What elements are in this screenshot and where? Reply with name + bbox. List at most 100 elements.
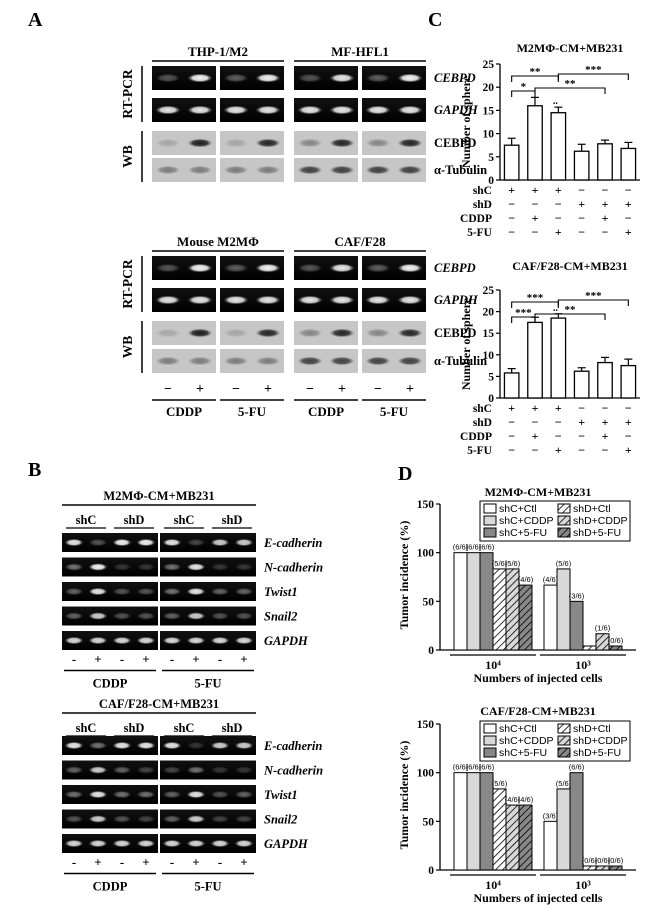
b-bottom-sign: + bbox=[142, 855, 149, 870]
a-bottom-blot-strip-band bbox=[297, 263, 323, 273]
a-top-blot-strip-band bbox=[397, 138, 423, 148]
b-bottom-gel-band bbox=[162, 766, 182, 774]
d2-legend-swatch bbox=[557, 747, 571, 758]
panel-letter-a: A bbox=[28, 9, 43, 31]
a-top-blot-strip-band bbox=[155, 138, 181, 148]
a-bottom-gene-label: CEBPD bbox=[434, 261, 476, 275]
a-bottom-blot-strip-band bbox=[397, 356, 423, 366]
b-top-gel-band bbox=[136, 563, 156, 571]
c1-sig-bracket-4-label: *** bbox=[585, 64, 602, 76]
c2-bar bbox=[573, 370, 590, 399]
a-bottom-blot-strip-band bbox=[397, 295, 423, 305]
b-bottom-gel-strip bbox=[62, 760, 158, 780]
b-bottom-gel-band bbox=[210, 790, 230, 799]
a-top-blot-strip-band bbox=[223, 165, 249, 175]
b-bottom-gel-band bbox=[112, 766, 132, 774]
c1-sig-bracket-2-label: * bbox=[521, 81, 527, 93]
d2-bar bbox=[543, 820, 558, 871]
b-bottom-gel-band bbox=[112, 839, 132, 848]
b-bottom-gel-band bbox=[88, 741, 108, 750]
a-top-blot-strip-band bbox=[365, 138, 391, 148]
a-top-blot-strip-band bbox=[397, 73, 423, 83]
b-top-gel-band bbox=[234, 587, 254, 596]
c1-row-sign: + bbox=[555, 183, 562, 197]
b-bottom-gel-band bbox=[64, 790, 84, 799]
b-bottom-gel-band bbox=[186, 766, 206, 774]
d1-bar bbox=[492, 568, 507, 651]
b-bottom-sh-label: shD bbox=[222, 721, 243, 735]
b-top-gel-band bbox=[112, 563, 132, 571]
b-top-sh-label: shD bbox=[124, 513, 145, 527]
d1-bar-label: (5/6) bbox=[505, 559, 521, 568]
a-top-blot-strip-band bbox=[255, 165, 281, 175]
b-top-gel-band bbox=[88, 587, 108, 596]
b-top-gel-strip bbox=[62, 533, 158, 552]
b-top-gel-band bbox=[88, 563, 108, 571]
d2-bar-label: (0/6) bbox=[582, 856, 598, 865]
b-bottom-gel-band bbox=[88, 790, 108, 799]
a-bottom-blot-strip-band bbox=[223, 328, 249, 338]
c1-row-sign: − bbox=[532, 197, 539, 211]
c1-row-sign: − bbox=[578, 211, 585, 225]
c2-row-sign: + bbox=[532, 401, 539, 415]
c2-row-label: CDDP bbox=[460, 431, 492, 443]
c2-row-label: 5-FU bbox=[467, 445, 493, 457]
d1-bar-label: (0/6) bbox=[608, 636, 624, 645]
d2-y-tick-label: 50 bbox=[423, 816, 435, 828]
b-bottom-gel-band bbox=[88, 815, 108, 823]
d1-legend-label: shD+5-FU bbox=[573, 527, 621, 539]
d1-bar bbox=[582, 645, 597, 651]
c2-y-tick-label: 10 bbox=[483, 350, 495, 362]
d2-y-tick-label: 150 bbox=[417, 719, 435, 731]
c1-sig-bracket-5-label: ** bbox=[565, 78, 577, 90]
b-bottom-gel-band bbox=[64, 741, 84, 750]
b-bottom-gel-band bbox=[136, 790, 156, 799]
a-top-blot-strip-band bbox=[255, 73, 281, 83]
c1-row-sign: − bbox=[602, 225, 609, 239]
a-bottom-method-label: RT-PCR bbox=[120, 259, 135, 309]
d2-legend-swatch bbox=[483, 747, 497, 758]
b-top-gel-strip bbox=[160, 631, 256, 650]
b-top-gel-strip bbox=[62, 582, 158, 601]
b-top-gel-band bbox=[186, 563, 206, 571]
d2-y-label: Tumor incidence (%) bbox=[397, 741, 411, 850]
a-top-blot-strip-band bbox=[297, 105, 323, 115]
a-bottom-blot-strip-band bbox=[255, 295, 281, 305]
c2-sig-bracket-1-label: *** bbox=[527, 292, 544, 304]
a-top-blot-strip-band bbox=[223, 73, 249, 83]
d1-bar bbox=[453, 552, 468, 651]
b-top-gene-label: Twist1 bbox=[264, 585, 298, 599]
c2-row-sign: + bbox=[555, 401, 562, 415]
c2-row-sign: + bbox=[602, 415, 609, 429]
b-top-gel-band bbox=[162, 587, 182, 596]
d1-legend-label: shD+CDDP bbox=[573, 515, 628, 527]
b-top-gel-band bbox=[234, 636, 254, 645]
a-bottom-blot-strip-band bbox=[223, 356, 249, 366]
a-bottom-blot-strip-band bbox=[365, 263, 391, 273]
b-bottom-sh-label: shC bbox=[174, 721, 195, 735]
c2-sig-bracket-4-label: *** bbox=[585, 290, 602, 302]
b-top-sh-label: shD bbox=[222, 513, 243, 527]
b-top-gel-band bbox=[136, 587, 156, 596]
d1-legend-swatch bbox=[483, 515, 497, 526]
b-bottom-gel-band bbox=[88, 839, 108, 848]
d2-y-tick-label: 0 bbox=[428, 865, 434, 877]
a-top-blot-strip-band bbox=[365, 73, 391, 83]
b-bottom-gel-band bbox=[234, 766, 254, 774]
b-top-gel-band bbox=[186, 587, 206, 596]
a-top-blot-strip-band bbox=[187, 73, 213, 83]
c2-sig-dots: .. bbox=[553, 303, 559, 314]
a-bottom-blot-strip-band bbox=[187, 295, 213, 305]
c2-y-tick-label: 5 bbox=[488, 371, 494, 383]
c1-row-sign: + bbox=[532, 211, 539, 225]
b-bottom-gel-band bbox=[186, 741, 206, 750]
b-bottom-sh-label: shD bbox=[124, 721, 145, 735]
c1-row-sign: − bbox=[625, 183, 632, 197]
b-top-gel-band bbox=[234, 612, 254, 620]
c1-bar bbox=[550, 112, 567, 181]
d1-bar-label: (5/6) bbox=[556, 559, 572, 568]
c2-row-sign: − bbox=[508, 415, 515, 429]
a-treat-sign: + bbox=[406, 382, 414, 397]
b-bottom-gel-band bbox=[112, 741, 132, 750]
d1-legend-box bbox=[479, 500, 631, 542]
